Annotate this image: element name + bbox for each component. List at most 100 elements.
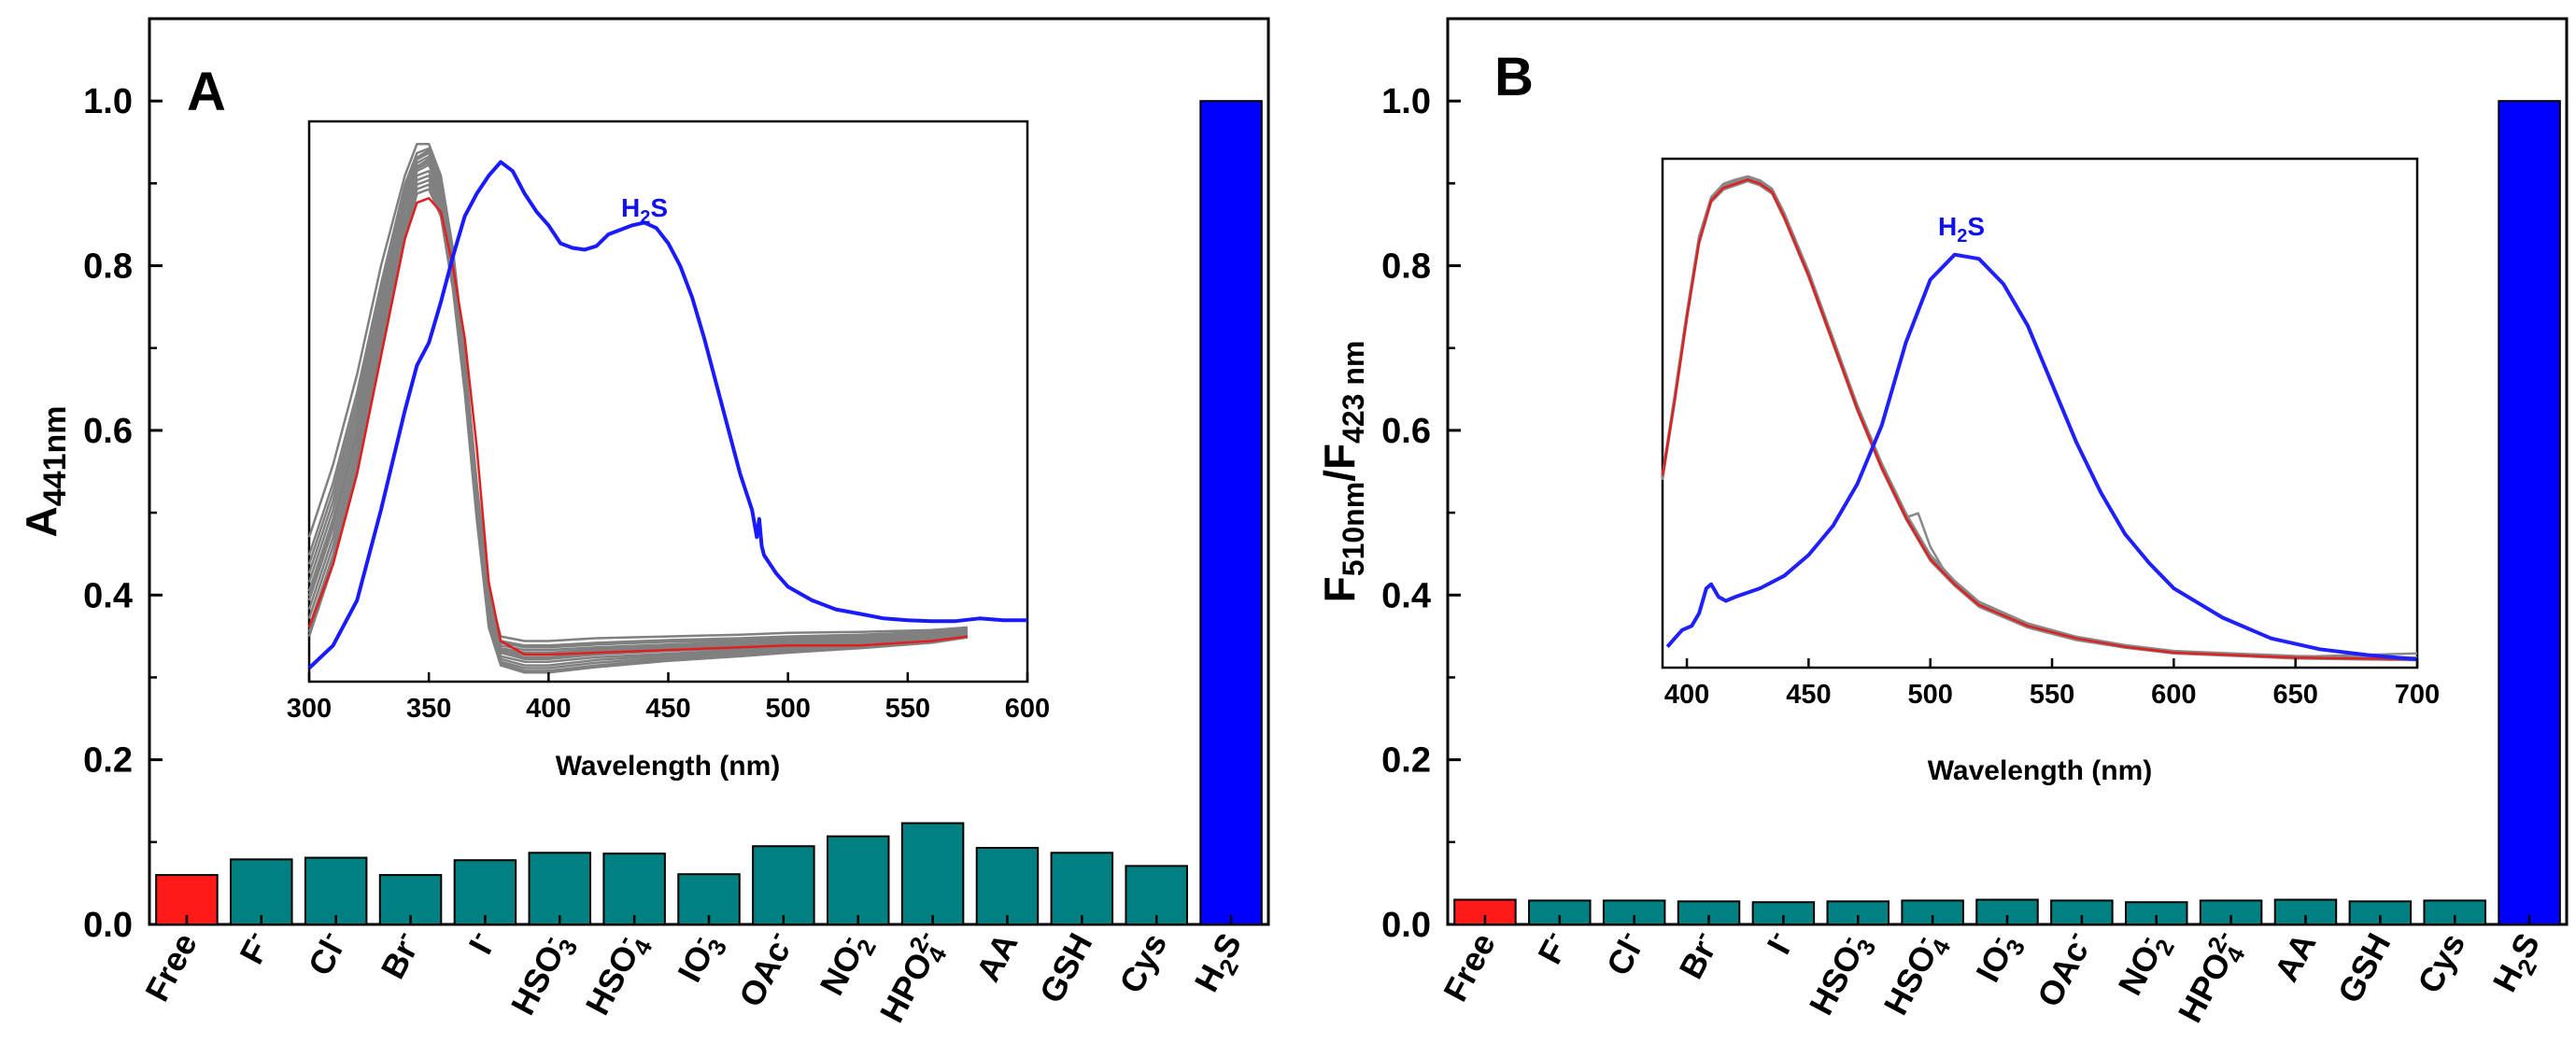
- category-base: Free: [137, 927, 205, 1008]
- inset-x-tick-label: 300: [287, 694, 332, 724]
- inset-series-line: [307, 183, 969, 672]
- bar: [1125, 865, 1188, 926]
- inset-series-line: [307, 174, 969, 667]
- category-label: Cys: [1111, 927, 1174, 1000]
- category-base: OAc: [2030, 934, 2096, 1013]
- inset-series-line: [307, 160, 1027, 669]
- category-label: OAc-: [2026, 925, 2100, 1013]
- panel-b-ylabel: F510nm/F423 nm: [1315, 341, 1370, 603]
- y-tick-label: 0.0: [83, 906, 133, 945]
- category-label-text: F-: [1527, 925, 1578, 970]
- panel-b-inset-x-ticks: 400 450 500 550 600 650 700: [1664, 658, 2440, 710]
- category-label-text: OAc-: [2026, 925, 2100, 1013]
- panel-a-plot-frame: [148, 17, 1270, 926]
- category-label: AA: [969, 927, 1026, 988]
- category-label-text: Free: [137, 927, 205, 1008]
- inset-x-tick-label: 550: [885, 694, 930, 724]
- y-tick-label: 0.4: [1381, 576, 1431, 615]
- category-base: Free: [1436, 927, 1503, 1008]
- panel-a-ylabel: A441nm: [17, 406, 73, 538]
- inset-x-tick-label: 550: [2030, 680, 2074, 710]
- category-label: Free: [137, 927, 205, 1008]
- inset-x-tick-label: 500: [765, 694, 810, 724]
- category-label-text: HSO3-: [1798, 925, 1881, 1024]
- inset-series-line: [307, 161, 969, 659]
- category-label: F-: [1527, 925, 1578, 970]
- panel-b-bars: [1453, 100, 2561, 926]
- inset-series-line: [1661, 178, 2418, 661]
- panel-a-ylabel-sub: 441nm: [37, 406, 73, 507]
- category-label: NO2-: [2110, 929, 2180, 1001]
- category-tail: S: [2503, 927, 2547, 965]
- y-tick-label: 0.2: [1381, 741, 1431, 781]
- category-label-text: Free: [1436, 927, 1503, 1008]
- y-tick-label: 0.2: [83, 741, 133, 781]
- category-label: Free: [1436, 927, 1503, 1008]
- inset-x-tick-label: 600: [1005, 694, 1050, 724]
- category-label-text: GSH: [1032, 927, 1100, 1009]
- category-label-text: HPO42-: [869, 925, 956, 1032]
- inset-x-tick-label: 450: [645, 694, 690, 724]
- inset-x-tick-label: 400: [526, 694, 571, 724]
- category-label: H2S: [1187, 927, 1249, 998]
- y-tick-label: 0.4: [83, 576, 133, 615]
- category-base: GSH: [2330, 927, 2399, 1009]
- category-label: HPO42-: [869, 925, 956, 1032]
- category-label-text: AA: [2267, 927, 2324, 988]
- panel-b-ylabel-main1: F: [1315, 576, 1364, 602]
- inset-series-line: [1661, 175, 2418, 659]
- panel-b: B F510nm/F423 nm 0.0 0.2 0.4 0.6 0.8 1.0 Free…: [1315, 17, 2569, 1032]
- inset-series-line: [307, 197, 969, 656]
- category-label-text: HSO4-: [1873, 924, 1957, 1024]
- category-base: OAc: [731, 934, 798, 1013]
- bar: [1199, 100, 1263, 925]
- category-label-text: HSO3-: [500, 925, 583, 1024]
- category-base: Br: [1672, 934, 1723, 985]
- inset-series-line: [1661, 176, 2418, 660]
- category-label-text: Br-: [1668, 925, 1727, 985]
- inset-series-line: [1661, 177, 2418, 658]
- inset-x-tick-label: 350: [406, 694, 451, 724]
- category-label-text: Cys: [2410, 927, 2472, 1000]
- category-label-text: OAc-: [728, 925, 801, 1013]
- category-label-text: H2S: [2485, 927, 2554, 1001]
- panel-b-plot-frame: [1446, 17, 2569, 926]
- panel-a-inset-lines: [307, 142, 1027, 674]
- inset-x-tick-label: 650: [2272, 680, 2317, 710]
- category-label: Cys: [2410, 927, 2472, 1000]
- panel-b-inset: 400 450 500 550 600 650 700 Wavelength (nm) H2…: [1661, 157, 2440, 786]
- bar: [602, 853, 666, 925]
- panel-b-ylabel-sub2: 423 nm: [1337, 341, 1370, 444]
- category-label-text: I-: [458, 925, 503, 961]
- category-label-text: Cl-: [297, 925, 354, 982]
- inset-x-tick-label: 450: [1786, 680, 1831, 710]
- category-label: HSO4-: [578, 929, 658, 1021]
- panel-a: A A441nm 0.00.20.40.60.81.0 Free F- Cl- Br-…: [17, 17, 1270, 1032]
- panel-b-ylabel-sub1: 510nm: [1337, 482, 1370, 576]
- panel-a-category-labels: Free F- Cl- Br- I-HSO3- HSO4- IO3- OAc-NO2-HPO4…: [137, 915, 1249, 1032]
- inset-series-line: [307, 188, 969, 674]
- y-tick-label: 0.8: [83, 247, 133, 287]
- category-label: HSO4-: [1873, 924, 1957, 1024]
- category-base: AA: [969, 927, 1026, 988]
- y-tick-label: 0.6: [1381, 412, 1431, 451]
- category-label-text: Cl-: [1595, 925, 1652, 982]
- category-label-text: IO3-: [667, 925, 733, 992]
- category-base: GSH: [1032, 927, 1100, 1009]
- panel-a-inset-x-ticks: 300 350 400 450 500 550 600: [287, 672, 1050, 724]
- bar: [752, 845, 815, 926]
- panel-b-inset-annotation: H2S: [1938, 212, 1985, 247]
- category-label: OAc-: [728, 925, 801, 1013]
- category-base: Cl: [301, 934, 350, 981]
- inset-series-line: [1661, 179, 2418, 662]
- panel-b-ylabel-main2: /F: [1315, 444, 1364, 482]
- category-label-text: AA: [969, 927, 1026, 988]
- category-label: I-: [458, 925, 503, 961]
- category-label-text: HPO42-: [2167, 925, 2255, 1032]
- panel-a-ylabel-main: A: [17, 506, 65, 537]
- inset-series-line: [307, 163, 969, 661]
- panel-a-inset-xlabel: Wavelength (nm): [556, 751, 781, 782]
- y-tick-label: 1.0: [83, 82, 133, 121]
- category-label: HPO42-: [2167, 925, 2255, 1032]
- category-label: Br-: [374, 925, 425, 985]
